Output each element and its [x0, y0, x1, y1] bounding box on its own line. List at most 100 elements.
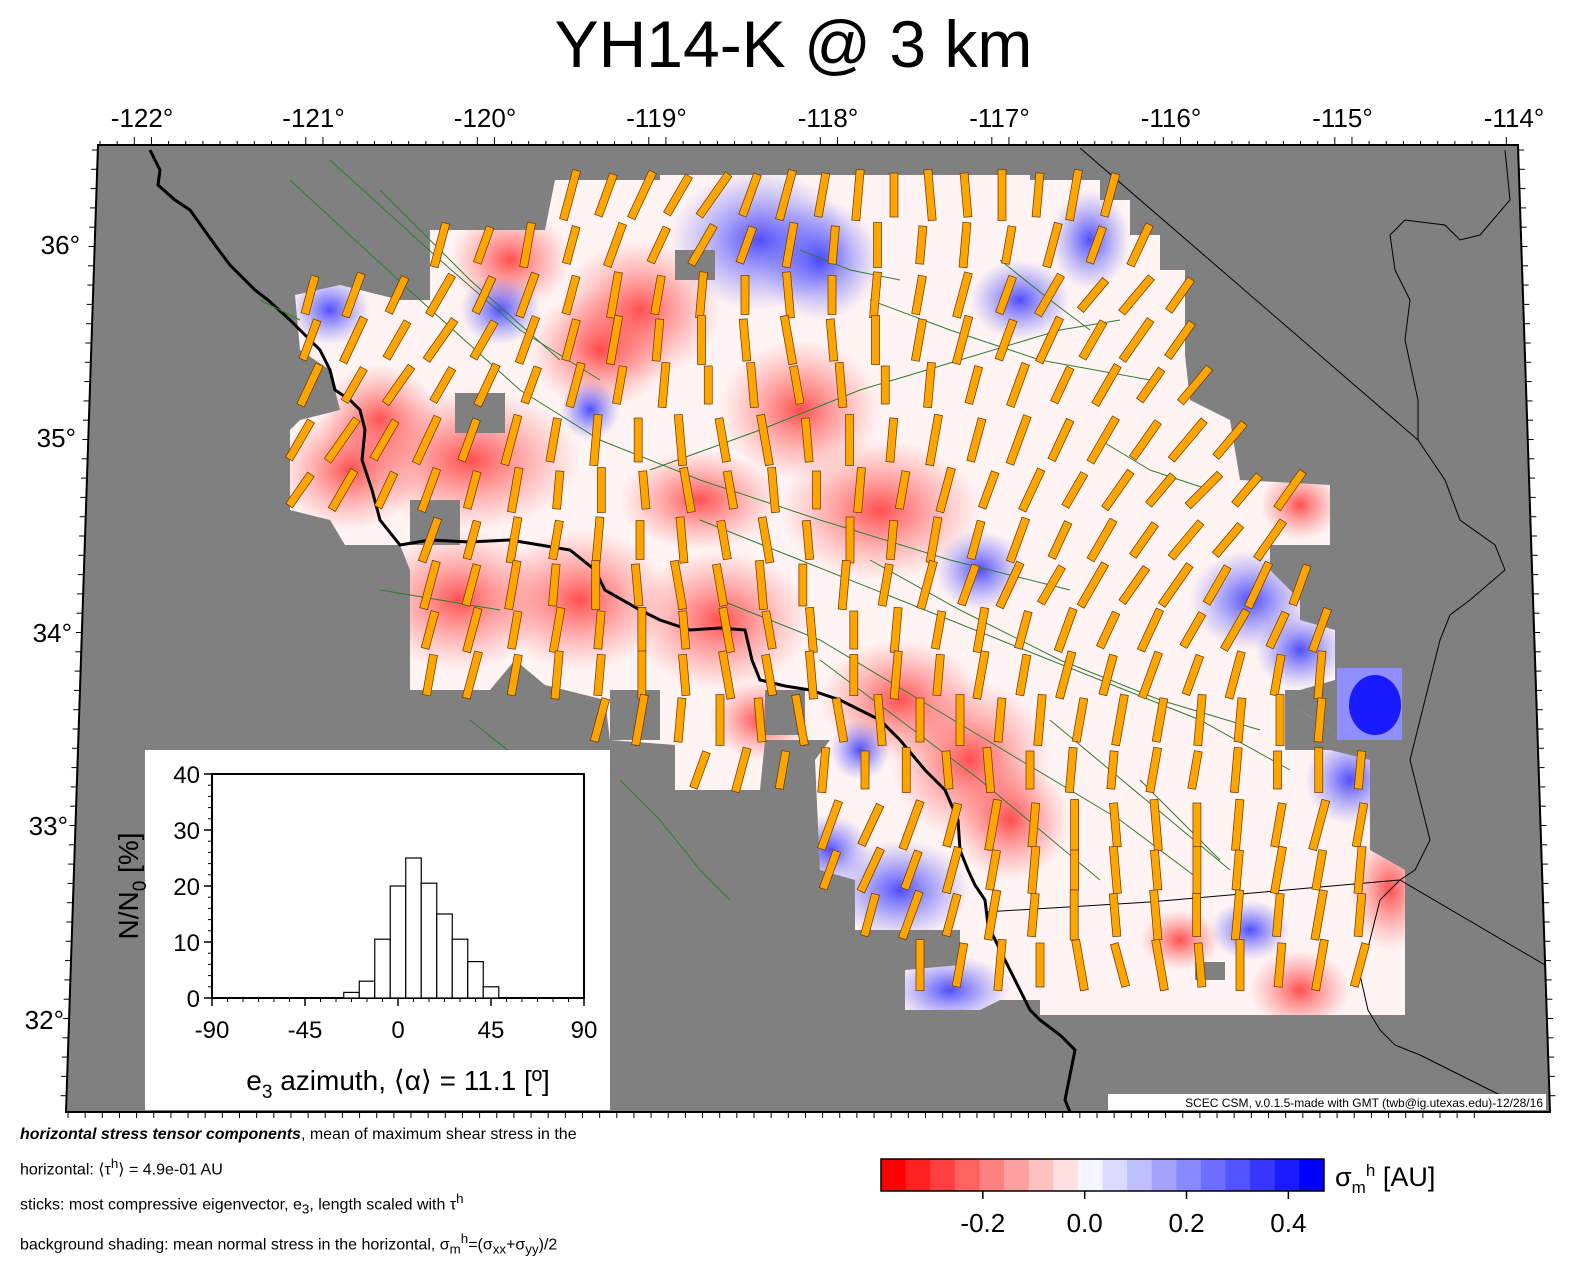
stress-stick	[775, 168, 797, 222]
stress-stick	[612, 365, 628, 405]
stress-stick	[994, 318, 1018, 362]
colorbar-cell	[1028, 1159, 1054, 1191]
stress-stick	[505, 516, 523, 564]
stress-stick	[959, 172, 973, 218]
stress-stick	[860, 750, 870, 790]
histogram-x-tick-label: -45	[288, 1017, 323, 1044]
histogram-bar	[451, 938, 469, 999]
stress-stick	[593, 653, 606, 697]
stress-stick	[285, 471, 315, 509]
stress-stick	[995, 560, 1025, 610]
stress-stick	[1220, 608, 1251, 652]
stress-stick	[657, 361, 671, 409]
stress-stick	[915, 697, 925, 743]
stress-stick	[813, 172, 831, 218]
stress-stick	[550, 650, 564, 700]
stress-stick	[473, 225, 495, 265]
stress-stick	[1230, 889, 1245, 941]
stress-stick	[831, 697, 849, 743]
stress-stick	[885, 519, 899, 561]
colorbar-cell	[1200, 1159, 1227, 1191]
stress-stick	[812, 470, 821, 510]
stress-stick	[695, 171, 733, 219]
stress-stick	[429, 366, 457, 404]
stress-stick	[1181, 653, 1205, 697]
colorbar-cell	[954, 1159, 980, 1191]
stress-stick	[559, 168, 581, 222]
stress-stick	[689, 750, 711, 790]
stress-stick	[1270, 802, 1287, 848]
histogram-y-tick-label: 20	[173, 874, 200, 901]
fault-trace	[649, 319, 1121, 471]
stress-stick	[818, 849, 842, 891]
stress-stick	[983, 889, 1002, 941]
stress-stick	[589, 413, 603, 467]
stress-stick	[340, 366, 368, 404]
stress-stick	[1229, 746, 1243, 794]
stress-stick	[1167, 519, 1205, 561]
stress-stick	[1091, 363, 1122, 407]
stress-stick	[941, 750, 954, 790]
colorbar-cell	[1077, 1159, 1103, 1191]
stress-stick	[1351, 802, 1369, 848]
stress-stick	[1086, 415, 1120, 465]
stress-stick	[898, 799, 925, 851]
stress-stick	[663, 173, 693, 217]
stress-stick	[419, 559, 441, 611]
lat-tick-label: 32°	[25, 1005, 64, 1035]
stress-stick	[1126, 222, 1154, 268]
stress-stick	[712, 563, 728, 607]
stress-stick	[731, 746, 752, 794]
stress-stick	[1095, 610, 1121, 650]
stress-stick	[673, 413, 688, 467]
lat-tick-label: 36°	[41, 230, 80, 260]
stress-stick	[1311, 849, 1328, 891]
stress-stick	[548, 606, 566, 654]
histogram-bar	[389, 885, 407, 999]
stress-stick	[1014, 610, 1033, 650]
stress-stick	[767, 466, 780, 514]
stress-stick	[1069, 889, 1079, 941]
stress-stick	[373, 470, 399, 510]
colorbar-cell	[1151, 1159, 1177, 1191]
stress-stick	[1036, 564, 1066, 606]
stress-stick	[651, 318, 665, 362]
stress-stick	[1265, 610, 1290, 650]
stress-stick	[1085, 225, 1107, 265]
fault-trace	[719, 599, 1201, 881]
stress-stick	[461, 563, 482, 607]
stress-stick	[845, 414, 854, 466]
stress-stick	[789, 365, 805, 405]
histogram-y-ticks: 0 10 20 30 40	[173, 762, 212, 1013]
stress-stick	[718, 650, 736, 700]
colorbar-tick-label: 0.4	[1270, 1208, 1306, 1238]
colorbar-cell	[1274, 1159, 1300, 1191]
lat-tick-label: 34°	[33, 618, 72, 648]
stress-stick	[1070, 799, 1079, 851]
fault-trace	[869, 559, 1261, 731]
stress-stick	[995, 274, 1017, 316]
stress-stick	[851, 168, 865, 222]
colorbar-ticks: -0.2 0.0 0.2 0.4	[960, 1191, 1306, 1238]
fault-trace	[619, 779, 731, 901]
stress-stick	[382, 319, 412, 361]
stress-stick	[627, 169, 657, 221]
stress-stick	[411, 414, 442, 466]
stress-stick	[1235, 939, 1245, 991]
credit-box	[1108, 1094, 1546, 1110]
coastline	[148, 149, 1077, 1113]
lat-tick-label: 33°	[29, 811, 68, 841]
stress-stick	[982, 746, 996, 794]
stress-stick	[594, 172, 618, 218]
stress-stick	[871, 315, 880, 365]
histogram-bar	[374, 938, 391, 999]
stress-stick	[462, 470, 482, 510]
stress-stick	[738, 172, 762, 218]
stress-stick	[1151, 697, 1169, 743]
stress-stick	[873, 222, 882, 268]
latitude-labels: 36° 35° 34° 33° 32°	[25, 230, 80, 1035]
stress-stick	[716, 519, 732, 561]
stress-stick	[880, 365, 890, 405]
histogram-x-tick-label: -90	[195, 1017, 230, 1044]
stress-stick	[915, 225, 928, 265]
